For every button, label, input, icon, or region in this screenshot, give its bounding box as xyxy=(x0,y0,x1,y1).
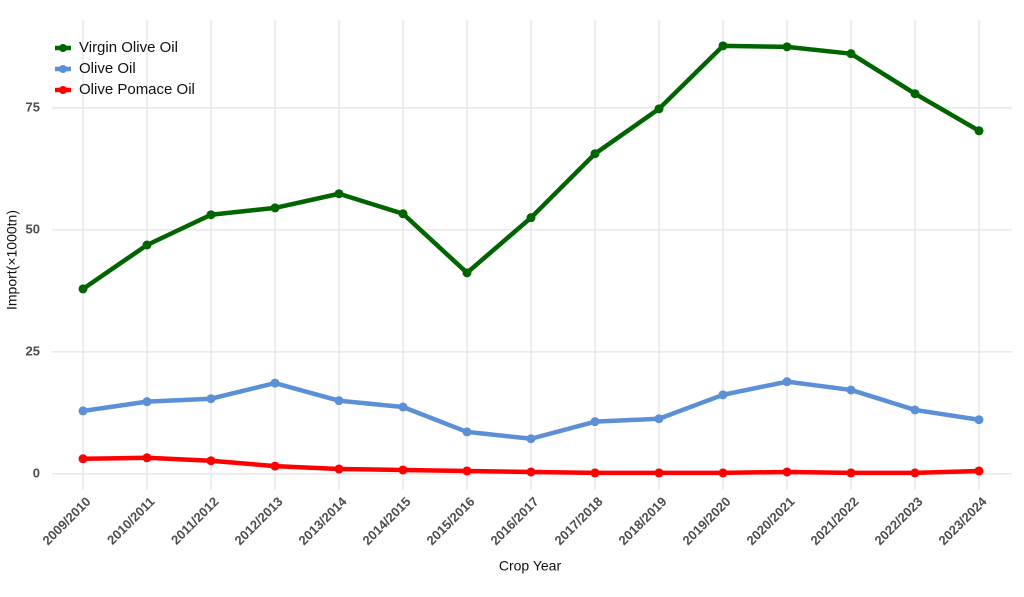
legend-dot xyxy=(59,44,67,52)
point xyxy=(846,468,856,478)
y-tick-label: 75 xyxy=(26,99,40,114)
x-tick-label: 2013/2014 xyxy=(295,493,350,548)
y-tick-label: 50 xyxy=(26,221,40,236)
point xyxy=(718,41,728,51)
point xyxy=(462,466,472,476)
point xyxy=(398,402,408,412)
point xyxy=(654,468,664,478)
legend-dot xyxy=(59,65,67,73)
point xyxy=(142,453,152,463)
point xyxy=(526,467,536,477)
y-tick-label: 0 xyxy=(33,465,40,480)
x-axis-title: Crop Year xyxy=(499,558,562,574)
point xyxy=(270,461,280,471)
x-tick-label: 2014/2015 xyxy=(359,494,413,548)
point xyxy=(910,405,920,415)
point xyxy=(526,213,536,223)
point xyxy=(206,210,216,220)
x-tick-label: 2016/2017 xyxy=(487,494,541,548)
point xyxy=(654,104,664,114)
point xyxy=(910,468,920,478)
point xyxy=(590,417,600,427)
point xyxy=(846,385,856,395)
point xyxy=(270,203,280,213)
legend-label: Olive Pomace Oil xyxy=(79,81,195,98)
point xyxy=(974,415,984,425)
point xyxy=(974,466,984,476)
point xyxy=(78,284,88,294)
point xyxy=(910,89,920,99)
point xyxy=(782,467,792,477)
point xyxy=(718,390,728,400)
point xyxy=(654,414,664,424)
point xyxy=(590,468,600,478)
x-tick-label: 2011/2012 xyxy=(168,494,222,548)
point xyxy=(206,394,216,404)
point xyxy=(142,240,152,250)
point xyxy=(78,454,88,464)
point xyxy=(462,268,472,278)
legend-dot xyxy=(59,86,67,94)
x-tick-label: 2022/2023 xyxy=(871,494,925,548)
x-tick-label: 2018/2019 xyxy=(615,494,669,548)
x-tick-label: 2012/2013 xyxy=(231,494,285,548)
x-tick-label: 2023/2024 xyxy=(935,493,990,548)
point xyxy=(718,468,728,478)
point xyxy=(782,377,792,387)
legend-label: Olive Oil xyxy=(79,60,136,77)
x-tick-label: 2010/2011 xyxy=(104,494,158,548)
y-tick-label: 25 xyxy=(26,343,40,358)
x-tick-label: 2015/2016 xyxy=(423,494,477,548)
point xyxy=(462,427,472,437)
point xyxy=(846,49,856,59)
point xyxy=(526,434,536,444)
legend-label: Virgin Olive Oil xyxy=(79,39,178,56)
point xyxy=(270,378,280,388)
y-axis-title: Import(×1000tn) xyxy=(4,210,20,310)
point xyxy=(334,189,344,199)
point xyxy=(398,209,408,219)
point xyxy=(974,126,984,136)
point xyxy=(398,465,408,475)
x-tick-label: 2019/2020 xyxy=(679,494,733,548)
x-tick-label: 2020/2021 xyxy=(743,494,797,548)
point xyxy=(334,396,344,406)
point xyxy=(142,397,152,407)
point xyxy=(782,42,792,52)
point xyxy=(334,464,344,474)
x-tick-label: 2017/2018 xyxy=(551,494,605,548)
x-tick-label: 2009/2010 xyxy=(39,494,93,548)
point xyxy=(590,149,600,159)
x-tick-label: 2021/2022 xyxy=(807,494,861,548)
point xyxy=(78,406,88,416)
point xyxy=(206,456,216,466)
